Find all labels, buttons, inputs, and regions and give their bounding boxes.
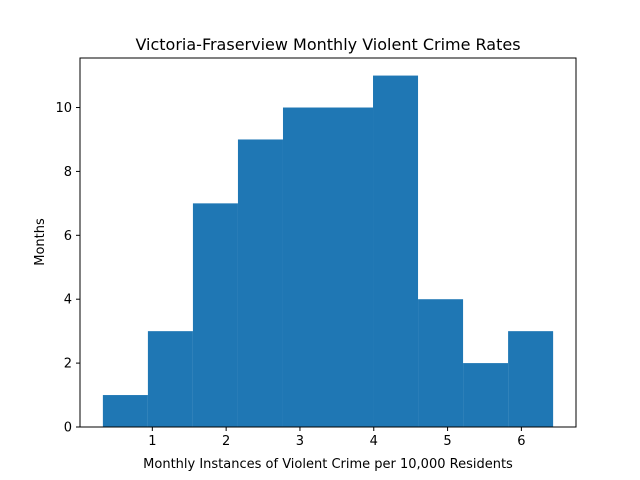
bars-group xyxy=(102,75,554,428)
x-tick-label: 5 xyxy=(443,434,451,449)
histogram-bar xyxy=(192,203,238,427)
y-tick-label: 6 xyxy=(64,229,72,244)
x-tick-label: 4 xyxy=(370,434,378,449)
x-axis-label: Monthly Instances of Violent Crime per 1… xyxy=(143,457,513,472)
histogram-bar xyxy=(463,363,509,427)
y-tick-label: 4 xyxy=(64,293,72,308)
histogram-bar xyxy=(418,299,464,427)
x-tick-label: 3 xyxy=(296,434,304,449)
y-axis-label: Months xyxy=(33,218,48,266)
y-tick-label: 0 xyxy=(64,421,72,436)
y-tick-label: 2 xyxy=(64,357,72,372)
histogram-bar xyxy=(508,331,554,427)
x-tick-label: 1 xyxy=(148,434,156,449)
histogram-bar xyxy=(282,107,328,428)
histogram-bar xyxy=(373,75,419,427)
x-tick-label: 6 xyxy=(517,434,525,449)
y-tick-label: 8 xyxy=(64,165,72,180)
chart-title: Victoria-Fraserview Monthly Violent Crim… xyxy=(135,35,520,54)
y-axis: 0 2 4 6 8 10 xyxy=(55,101,80,436)
plot-area-frame xyxy=(79,57,577,428)
y-tick-label: 10 xyxy=(55,101,72,116)
x-axis: 1 2 3 4 5 6 xyxy=(148,427,526,449)
histogram-bar xyxy=(237,139,283,427)
histogram-bar xyxy=(147,331,193,427)
histogram-bar xyxy=(328,107,374,428)
x-tick-label: 2 xyxy=(222,434,230,449)
histogram-bar xyxy=(102,395,148,427)
